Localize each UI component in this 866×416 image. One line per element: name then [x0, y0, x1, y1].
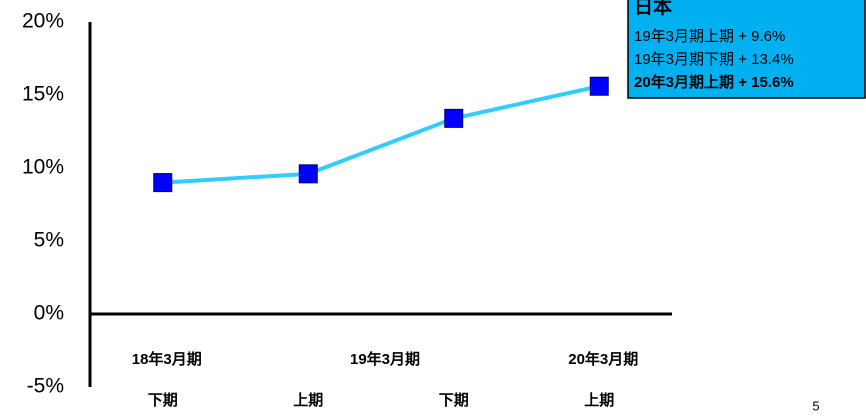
point-marker — [298, 164, 318, 184]
series-line — [162, 84, 600, 185]
point-marker — [444, 108, 464, 128]
annotation-line: 19年3月期上期 + 9.6% — [634, 28, 785, 45]
annotation-box — [627, 0, 866, 99]
annotation-line: 19年3月期下期 + 13.4% — [634, 51, 794, 68]
y-tick-label: 20% — [22, 10, 64, 33]
y-tick-label: 15% — [22, 83, 64, 106]
y-tick-label: -5% — [27, 375, 64, 398]
annotation-title: 日本 — [634, 0, 672, 18]
x-tick-label: 下期 — [148, 391, 178, 409]
x-tick-label: 上期 — [584, 391, 614, 409]
x-tick-label: 下期 — [439, 391, 469, 409]
point-marker — [153, 173, 173, 193]
page-number: 5 — [812, 398, 819, 413]
point-marker — [589, 76, 609, 96]
annotation-line: 20年3月期上期 + 15.6% — [634, 73, 794, 91]
y-tick-label: 5% — [34, 229, 64, 252]
x-tick-label: 上期 — [293, 391, 323, 409]
x-group-label: 18年3月期 — [132, 350, 202, 368]
x-group-label: 20年3月期 — [568, 350, 638, 368]
x-group-label: 19年3月期 — [350, 350, 420, 368]
y-tick-label: 10% — [22, 156, 64, 179]
y-tick-label: 0% — [34, 302, 64, 325]
